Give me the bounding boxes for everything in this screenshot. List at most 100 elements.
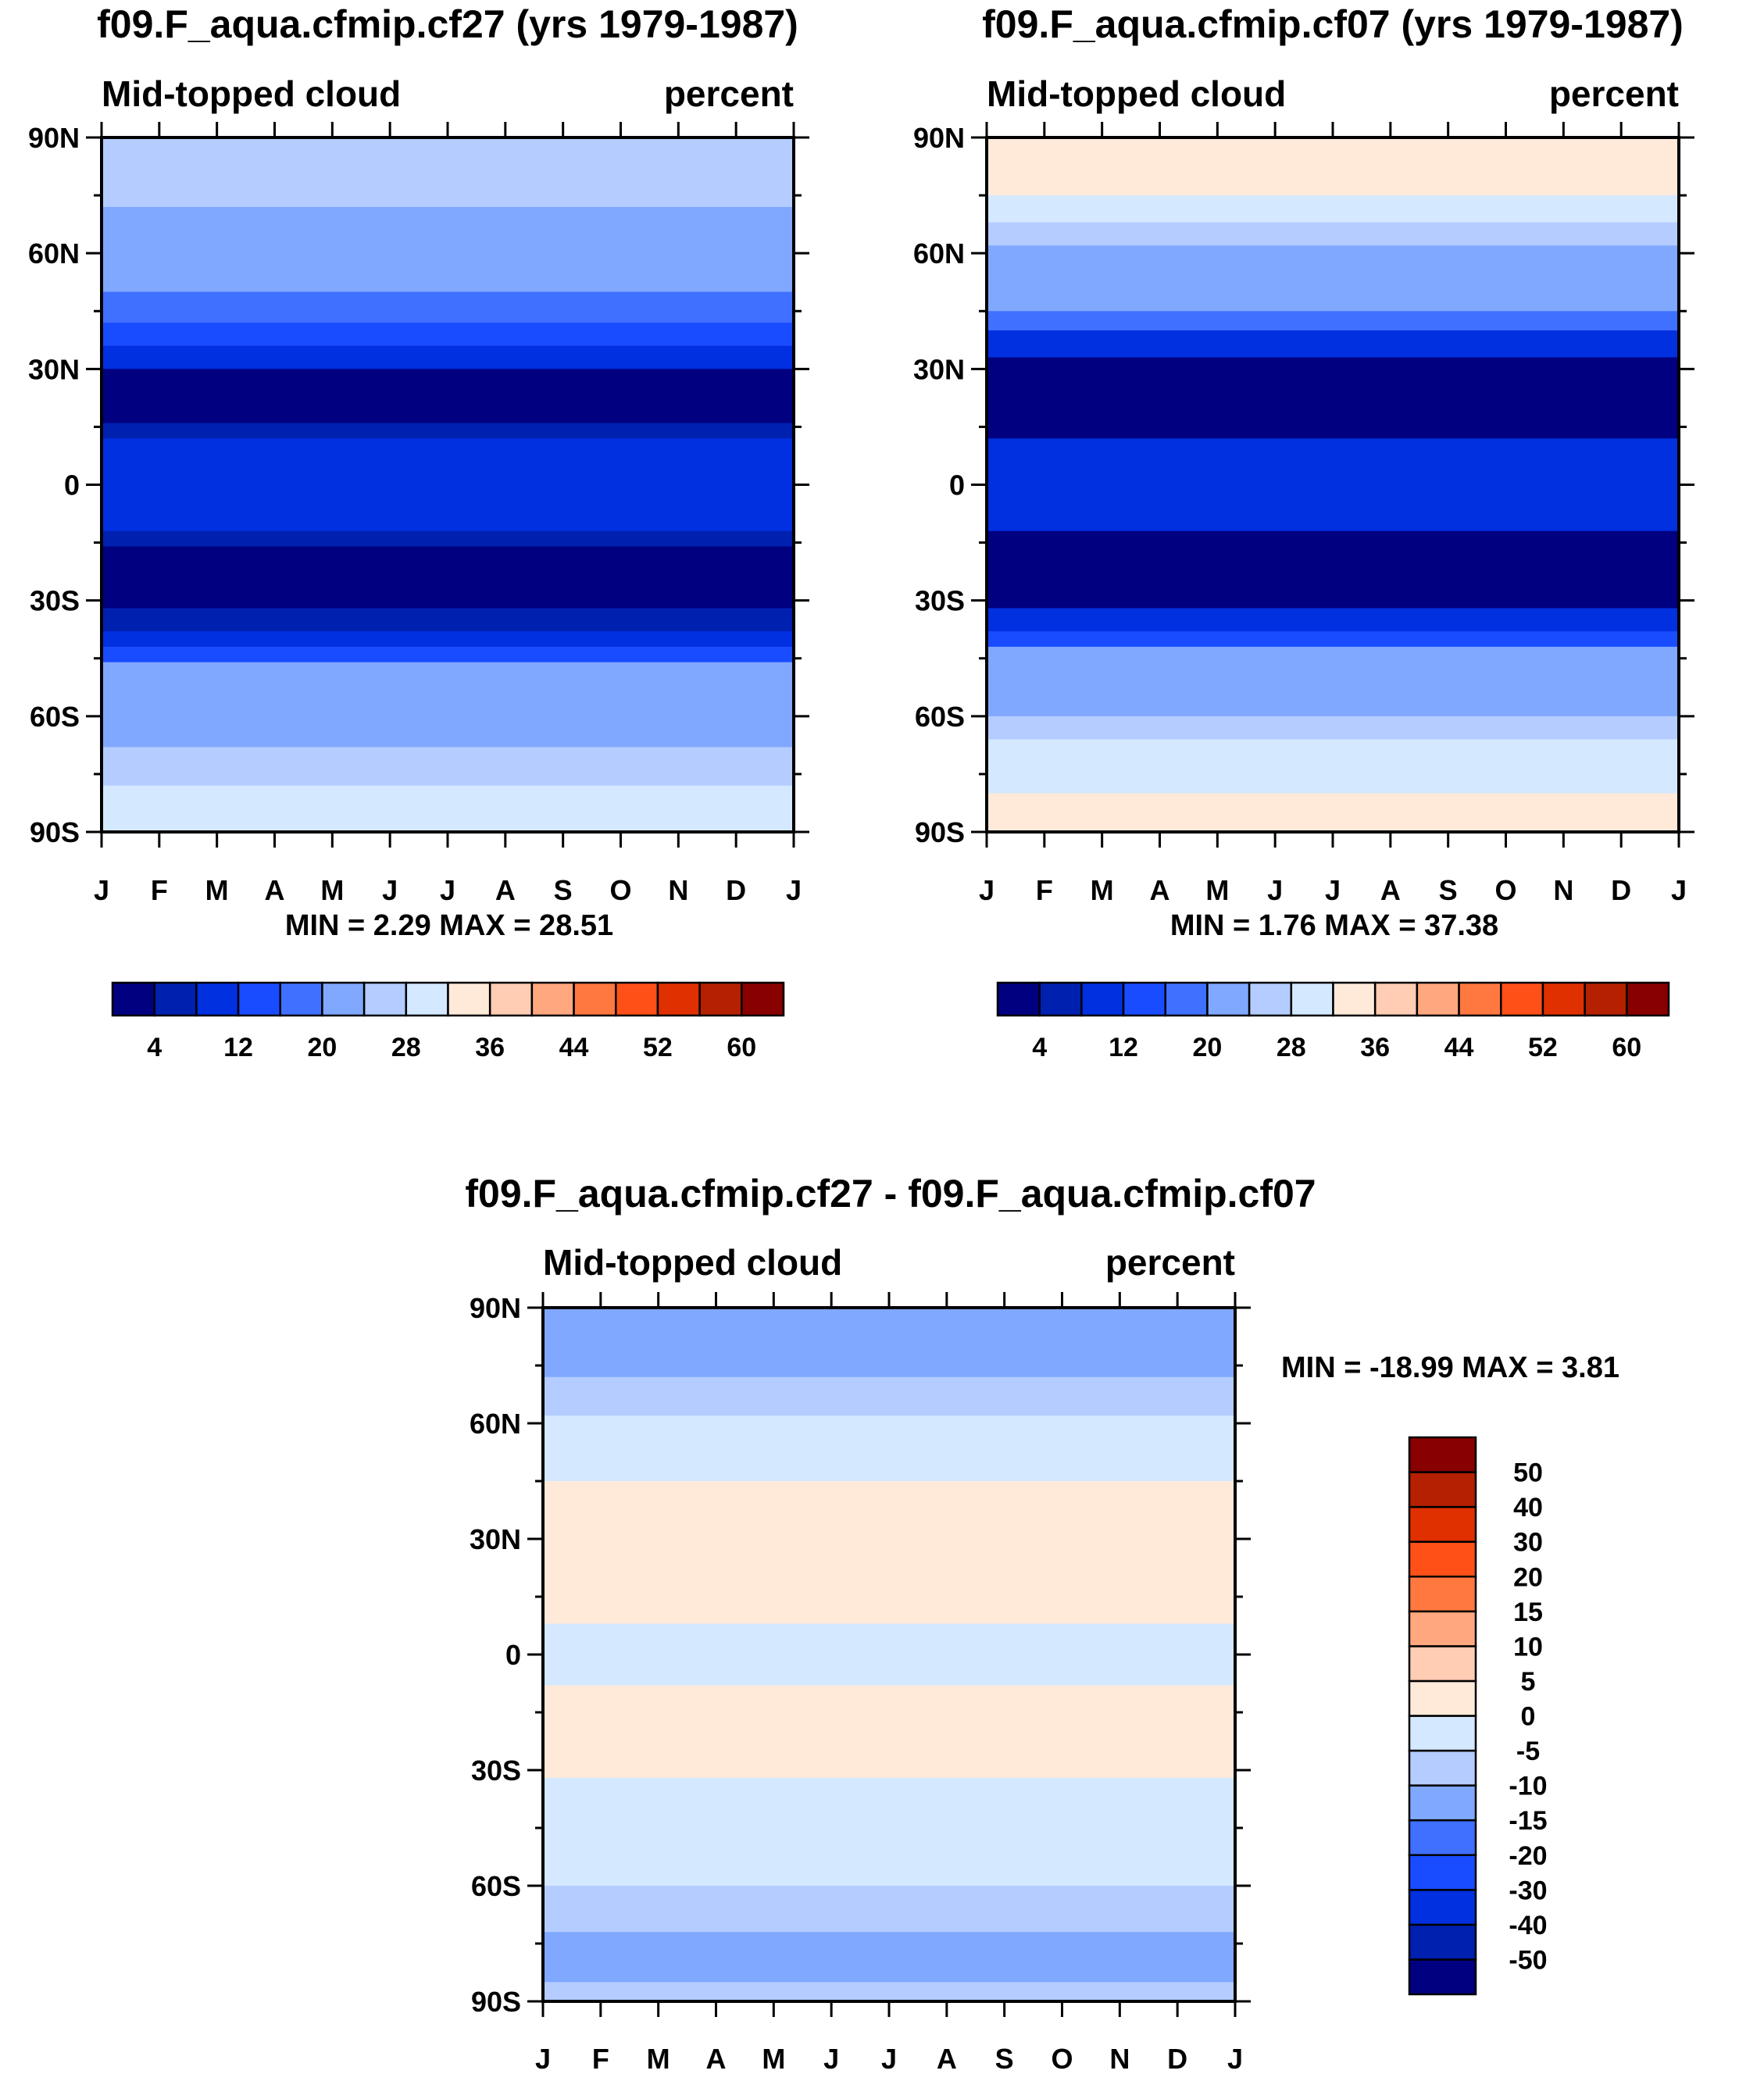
colorbar-label: 12 xyxy=(1109,1033,1138,1062)
x-tick-label: F xyxy=(1036,874,1053,906)
contour-band xyxy=(102,137,794,208)
colorbar-box xyxy=(698,981,743,1017)
colorbar-box xyxy=(1408,1715,1477,1752)
y-tick-label: 90S xyxy=(915,816,965,848)
colorbar-box xyxy=(1408,1680,1477,1717)
y-tick-label: 0 xyxy=(505,1639,521,1671)
panel-title: f09.F_aqua.cfmip.cf27 - f09.F_aqua.cfmip… xyxy=(465,1172,1316,1215)
x-tick-label: D xyxy=(1167,2043,1187,2074)
colorbar-box xyxy=(530,981,575,1017)
x-tick-label: J xyxy=(382,874,398,906)
x-tick-label: D xyxy=(726,874,746,906)
colorbar-label: 4 xyxy=(147,1033,162,1062)
colorbar-box xyxy=(111,981,155,1017)
panel-title: f09.F_aqua.cfmip.cf07 (yrs 1979-1987) xyxy=(982,2,1684,46)
x-tick-label: A xyxy=(1380,874,1401,906)
colorbar-box xyxy=(1408,1540,1477,1578)
y-tick-label: 0 xyxy=(949,469,965,502)
variable-label: Mid-topped cloud xyxy=(102,73,401,114)
contour-band xyxy=(102,747,794,787)
x-tick-label: M xyxy=(1205,874,1229,906)
colorbar-box xyxy=(1584,981,1628,1017)
contour-band xyxy=(102,785,794,833)
colorbar-box xyxy=(1080,981,1125,1017)
x-tick-label: F xyxy=(592,2043,609,2074)
colorbar-label: -10 xyxy=(1509,1772,1547,1801)
contour-band xyxy=(987,222,1679,246)
colorbar-label: 60 xyxy=(1612,1033,1641,1062)
x-tick-label: S xyxy=(554,874,573,906)
colorbar-box xyxy=(1408,1610,1477,1647)
x-tick-label: A xyxy=(495,874,516,906)
y-tick-label: 60N xyxy=(470,1408,521,1440)
x-tick-label: M xyxy=(762,2043,785,2074)
colorbar-label: 4 xyxy=(1032,1033,1047,1062)
colorbar-box xyxy=(153,981,198,1017)
colorbar-box xyxy=(488,981,534,1017)
colorbar-box xyxy=(1332,981,1377,1017)
colorbar-label: 0 xyxy=(1521,1702,1536,1732)
contour-band xyxy=(102,423,794,439)
contour-band xyxy=(987,608,1679,632)
colorbar-label: 5 xyxy=(1521,1667,1536,1697)
colorbar-label: 50 xyxy=(1513,1458,1543,1488)
x-tick-label: M xyxy=(320,874,344,906)
colorbar-box xyxy=(1408,1923,1477,1961)
colorbar-box xyxy=(1408,1645,1477,1683)
colorbar-box xyxy=(1500,981,1544,1017)
colorbar-box xyxy=(656,981,701,1017)
colorbar: 4 12 20 28 36 44 52 60 xyxy=(996,981,1670,1062)
colorbar-box xyxy=(1408,1784,1477,1822)
contour-band xyxy=(987,793,1679,833)
variable-label: Mid-topped cloud xyxy=(543,1242,842,1283)
y-tick-label: 30S xyxy=(915,585,965,617)
x-tick-label: A xyxy=(937,2043,957,2074)
colorbar-box xyxy=(996,981,1041,1017)
contour-band xyxy=(987,245,1679,312)
colorbar-box xyxy=(1122,981,1166,1017)
units-label: percent xyxy=(664,73,794,114)
y-tick-label: 90N xyxy=(913,122,965,154)
contour-band xyxy=(102,369,794,423)
contour-band xyxy=(987,716,1679,740)
x-tick-label: J xyxy=(1227,2043,1243,2074)
y-tick-label: 90S xyxy=(471,1986,521,2018)
y-tick-label: 90S xyxy=(30,816,80,848)
colorbar-box xyxy=(279,981,323,1017)
colorbar-label: 60 xyxy=(727,1033,756,1062)
colorbar-label: 44 xyxy=(559,1033,589,1062)
x-tick-label: O xyxy=(1494,874,1516,906)
colorbar-box xyxy=(1038,981,1083,1017)
contour-band xyxy=(543,1685,1235,1779)
x-tick-label: A xyxy=(706,2043,727,2074)
y-tick-label: 60N xyxy=(913,237,965,270)
y-tick-label: 30S xyxy=(471,1755,521,1787)
panel-2: f09.F_aqua.cfmip.cf07 (yrs 1979-1987) Mid… xyxy=(913,2,1694,1062)
colorbar-box xyxy=(1416,981,1460,1017)
contour-band xyxy=(102,546,794,609)
colorbar-box xyxy=(1206,981,1251,1017)
variable-label: Mid-topped cloud xyxy=(987,73,1286,114)
contour-band xyxy=(543,1376,1235,1416)
contour-band xyxy=(987,330,1679,359)
colorbar-label: 52 xyxy=(1528,1033,1558,1062)
colorbar-label: 28 xyxy=(391,1033,421,1062)
colorbar-box xyxy=(1408,1471,1477,1508)
colorbar-box xyxy=(195,981,240,1017)
x-tick-label: N xyxy=(668,874,688,906)
colorbar-box xyxy=(1626,981,1670,1017)
colorbar-box xyxy=(405,981,449,1017)
contour-band xyxy=(987,137,1679,196)
x-tick-label: M xyxy=(647,2043,670,2074)
colorbar-box xyxy=(321,981,366,1017)
panel-1: f09.F_aqua.cfmip.cf27 (yrs 1979-1987) Mid… xyxy=(28,2,809,1062)
contour-band xyxy=(543,1308,1235,1378)
contour-band xyxy=(102,662,794,748)
colorbar-label: 36 xyxy=(475,1033,505,1062)
min-max-stats: MIN = -18.99 MAX = 3.81 xyxy=(1281,1351,1619,1384)
colorbar-label: 40 xyxy=(1513,1493,1543,1522)
colorbar-box xyxy=(1408,1749,1477,1787)
y-tick-label: 0 xyxy=(64,469,80,502)
colorbar-label: 28 xyxy=(1277,1033,1306,1062)
